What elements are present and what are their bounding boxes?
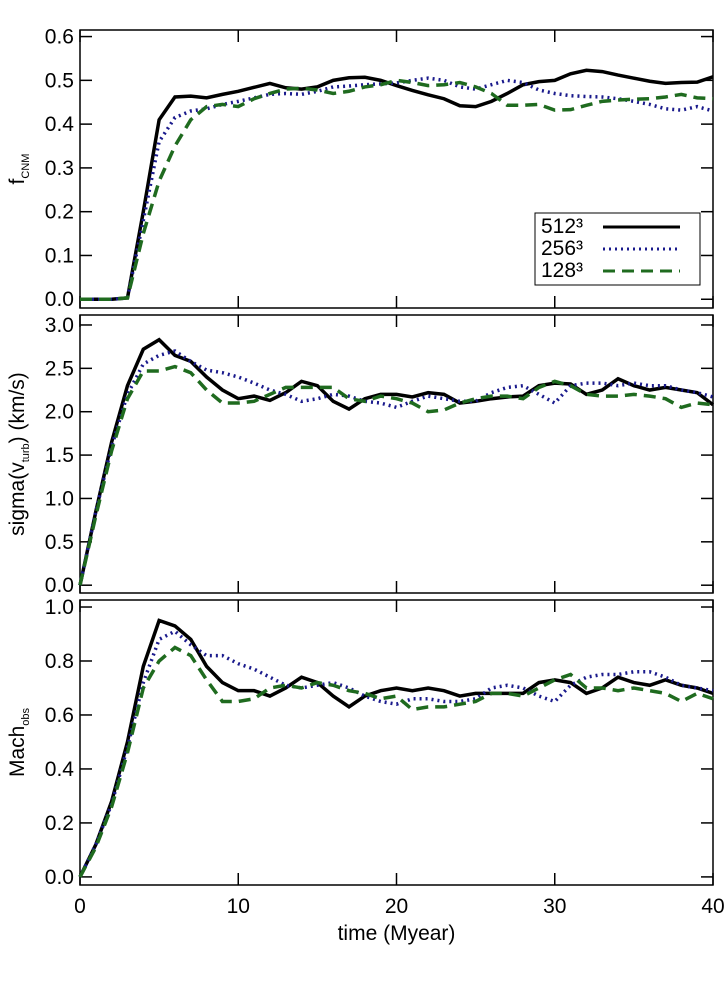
series-line	[80, 68, 714, 301]
legend-label: 512³	[541, 215, 583, 238]
y-tick-label: 0.0	[45, 288, 74, 311]
series-line	[78, 645, 714, 878]
y-tick-label: 0.5	[45, 531, 74, 554]
y-label-main: sigma(v	[6, 462, 29, 536]
y-label-sub: turb	[20, 443, 32, 462]
x-tick-label: 10	[227, 895, 250, 918]
x-tick-label: 30	[543, 895, 566, 918]
y-tick-label: 2.0	[45, 401, 74, 424]
x-tick-label: 20	[385, 895, 408, 918]
y-label-main: f	[6, 178, 29, 184]
y-axis-label: sigma(vturb) (km/s)	[6, 372, 32, 536]
series-line	[78, 618, 714, 878]
series-line	[78, 364, 714, 586]
y-tick-label: 1.0	[45, 487, 74, 510]
y-axis-label: Machobs	[6, 707, 32, 777]
x-tick-label: 40	[701, 895, 724, 918]
y-tick-label: 0.2	[45, 812, 74, 835]
plot-frame	[79, 599, 714, 886]
y-tick-label: 3.0	[45, 314, 74, 337]
y-tick-label: 0.0	[45, 574, 74, 597]
y-tick-label: 2.5	[45, 357, 74, 380]
y-tick-label: 0.2	[45, 201, 74, 224]
series-line	[80, 78, 714, 301]
y-tick-label: 0.3	[45, 157, 74, 180]
y-tick-label: 0.1	[45, 244, 74, 267]
y-label-sub: obs	[20, 707, 32, 725]
series-line	[80, 76, 714, 301]
y-label-rest: ) (km/s)	[6, 372, 29, 443]
series-line	[78, 629, 714, 878]
legend-label: 256³	[541, 237, 583, 260]
y-tick-label: 0.4	[45, 113, 75, 136]
y-tick-label: 1.5	[45, 444, 74, 467]
y-tick-label: 0.4	[45, 758, 75, 781]
y-tick-label: 0.6	[45, 26, 74, 49]
y-axis-label: fCNM	[6, 154, 32, 185]
y-label-main: Mach	[6, 726, 29, 777]
x-axis-label: time (Myear)	[338, 922, 456, 945]
legend-box	[534, 212, 701, 286]
y-tick-label: 1.0	[45, 596, 74, 619]
y-tick-label: 0.5	[45, 69, 74, 92]
y-tick-label: 0.0	[45, 866, 74, 889]
series-line	[78, 337, 715, 586]
y-label-sub: CNM	[20, 154, 32, 179]
series-line	[78, 349, 714, 586]
legend-label: 128³	[541, 259, 583, 282]
x-tick-label: 0	[74, 895, 86, 918]
y-tick-label: 0.8	[45, 650, 74, 673]
y-tick-label: 0.6	[45, 704, 74, 727]
